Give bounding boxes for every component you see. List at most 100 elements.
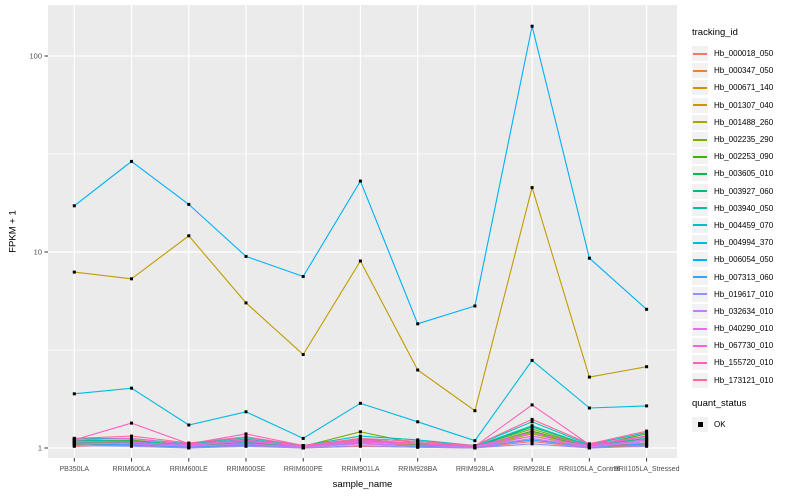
y-tick-label: 10 bbox=[34, 248, 42, 257]
x-tick-label: RRII105LA_Control bbox=[559, 466, 620, 473]
legend-entry-label: Hb_067730_010 bbox=[714, 341, 774, 351]
legend-entry-label: Hb_007313_060 bbox=[714, 272, 774, 282]
legend-entry: Hb_067730_010 bbox=[692, 337, 798, 354]
legend-entry-label: Hb_002253_090 bbox=[714, 152, 774, 162]
legend-entry: Hb_000347_050 bbox=[692, 62, 798, 79]
legend-key-swatch bbox=[692, 80, 708, 96]
y-axis-ticks: 1 10 100 bbox=[29, 52, 48, 453]
x-axis-title: sample_name bbox=[332, 479, 393, 490]
quant-status-entries: OK bbox=[692, 416, 798, 433]
legend-key-swatch bbox=[692, 63, 708, 79]
legend-entry-label: Hb_019617_010 bbox=[714, 289, 774, 299]
legend-entry-label: Hb_001307_040 bbox=[714, 100, 774, 110]
series-color-line bbox=[693, 224, 707, 227]
legend-entry: Hb_003940_050 bbox=[692, 200, 798, 217]
legend-key-swatch bbox=[692, 235, 708, 251]
legend-entry-label: Hb_173121_010 bbox=[714, 375, 774, 385]
legend-title-quant-status: quant_status bbox=[692, 397, 747, 409]
x-tick-label: RRIM928LA bbox=[456, 466, 494, 473]
series-color-line bbox=[693, 69, 707, 72]
series-color-line bbox=[693, 207, 707, 210]
series-color-line bbox=[693, 155, 707, 158]
legend-entry-label: Hb_000018_050 bbox=[714, 49, 774, 59]
series-color-line bbox=[693, 276, 707, 279]
legend-entry: Hb_007313_060 bbox=[692, 268, 798, 285]
x-tick-label: RRIM928LE bbox=[513, 466, 551, 473]
legend-entry: Hb_003927_060 bbox=[692, 183, 798, 200]
legend-entry: Hb_003605_010 bbox=[692, 165, 798, 182]
legend-entry-label: Hb_004459_070 bbox=[714, 220, 774, 230]
series-color-line bbox=[693, 379, 707, 382]
legend-key-swatch bbox=[692, 252, 708, 268]
legend-entry-label: Hb_002235_290 bbox=[714, 135, 774, 145]
legend-entry-label: Hb_003605_010 bbox=[714, 169, 774, 179]
legend-entry: Hb_001488_260 bbox=[692, 114, 798, 131]
legend-entry-label: Hb_000671_140 bbox=[714, 83, 774, 93]
y-axis-title: FPKM + 1 bbox=[7, 210, 19, 253]
legend-key-swatch bbox=[692, 217, 708, 233]
legend-key-swatch bbox=[692, 97, 708, 113]
series-color-line bbox=[693, 172, 707, 175]
legend-key-swatch bbox=[692, 269, 708, 285]
legend: tracking_id Hb_000018_050 Hb_000347_050 Hb… bbox=[692, 27, 798, 433]
quant-status-label: OK bbox=[714, 419, 726, 429]
legend-entry: Hb_002253_090 bbox=[692, 148, 798, 165]
major-gridlines bbox=[48, 5, 677, 458]
x-tick-label: RRII105LA_Stressed bbox=[614, 466, 680, 473]
series-color-line bbox=[693, 190, 707, 193]
legend-key-swatch bbox=[692, 114, 708, 130]
legend-entry: Hb_004994_370 bbox=[692, 234, 798, 251]
series-color-line bbox=[693, 293, 707, 296]
legend-entry-label: Hb_001488_260 bbox=[714, 117, 774, 127]
x-tick-label: RRIM901LA bbox=[341, 466, 379, 473]
legend-key-swatch bbox=[692, 46, 708, 62]
legend-entries: Hb_000018_050 Hb_000347_050 Hb_000671_140 H… bbox=[692, 45, 798, 389]
legend-key-swatch bbox=[692, 183, 708, 199]
legend-key-swatch bbox=[692, 200, 708, 216]
y-tick-label: 1 bbox=[38, 444, 42, 453]
series-color-line bbox=[693, 121, 707, 124]
legend-entry: Hb_006054_050 bbox=[692, 251, 798, 268]
legend-key-swatch bbox=[692, 321, 708, 337]
legend-title-tracking-id: tracking_id bbox=[692, 27, 738, 38]
x-tick-label: RRIM600LE bbox=[170, 466, 208, 473]
black-square-point-icon bbox=[697, 421, 703, 427]
x-tick-label: RRIM600LA bbox=[112, 466, 150, 473]
legend-entry: Hb_032634_010 bbox=[692, 303, 798, 320]
legend-entry-label: Hb_006054_050 bbox=[714, 255, 774, 265]
legend-entry: Hb_002235_290 bbox=[692, 131, 798, 148]
legend-entry: Hb_040290_010 bbox=[692, 320, 798, 337]
x-tick-label: RRIM600SE bbox=[227, 466, 266, 473]
legend-entry-label: Hb_003927_060 bbox=[714, 186, 774, 196]
legend-entry-label: Hb_032634_010 bbox=[714, 306, 774, 316]
legend-entry: Hb_000671_140 bbox=[692, 79, 798, 96]
legend-key-swatch bbox=[692, 166, 708, 182]
legend-entry: Hb_173121_010 bbox=[692, 372, 798, 389]
minor-gridlines bbox=[48, 153, 677, 351]
legend-entry: Hb_001307_040 bbox=[692, 97, 798, 114]
panel-background bbox=[48, 5, 677, 458]
legend-key-swatch bbox=[692, 286, 708, 302]
series-color-line bbox=[693, 138, 707, 141]
legend-entry-label: Hb_155720_010 bbox=[714, 358, 774, 368]
legend-key-swatch bbox=[692, 355, 708, 371]
series-color-line bbox=[693, 327, 707, 330]
legend-key-swatch bbox=[692, 149, 708, 165]
y-tick-label: 100 bbox=[29, 52, 42, 61]
legend-key-swatch bbox=[692, 338, 708, 354]
data-points bbox=[72, 24, 649, 450]
legend-entry-label: Hb_004994_370 bbox=[714, 238, 774, 248]
x-tick-label: RRIM600PE bbox=[284, 466, 323, 473]
legend-entry: Hb_155720_010 bbox=[692, 354, 798, 371]
legend-entry: Hb_000018_050 bbox=[692, 45, 798, 62]
quant-key-swatch bbox=[692, 416, 708, 432]
series-color-line bbox=[693, 361, 707, 364]
series-color-line bbox=[693, 258, 707, 261]
x-tick-label: RRIM928BA bbox=[398, 466, 437, 473]
x-axis-ticks: PB350LA RRIM600LA RRIM600LE RRIM600SE RRIM60… bbox=[60, 458, 680, 473]
x-tick-label: PB350LA bbox=[60, 466, 90, 473]
legend-entry: Hb_019617_010 bbox=[692, 286, 798, 303]
legend-key-swatch bbox=[692, 132, 708, 148]
